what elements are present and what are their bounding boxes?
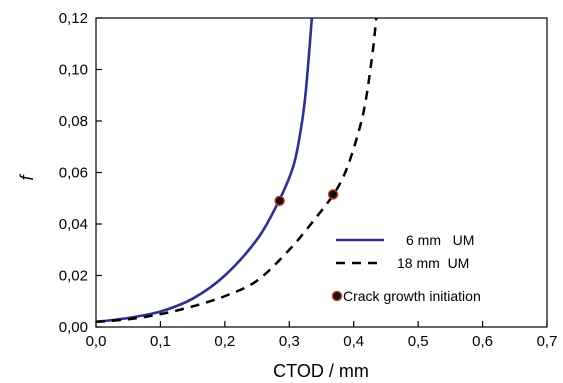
y-tick-label: 0,08 (59, 113, 88, 130)
y-tick-label: 0,10 (59, 62, 88, 79)
y-axis-title: f (17, 174, 37, 181)
y-tick-label: 0,06 (59, 165, 88, 182)
x-tick-label: 0,7 (537, 333, 558, 350)
crack-initiation-marker-1 (327, 189, 339, 200)
plot-frame (95, 17, 548, 328)
crack-initiation-marker-0 (274, 195, 285, 207)
x-tick-label: 0,3 (279, 333, 300, 350)
y-axis: 0,00 0,02 0,04 0,06 0,08 0,10 0,12 (59, 10, 102, 336)
legend-label-18mm: 18 mm UM (397, 255, 469, 271)
y-tick-label: 0,02 (59, 268, 88, 285)
x-tick-label: 0,1 (150, 333, 171, 350)
legend-label-marker: Crack growth initiation (343, 288, 481, 304)
plot-markers (274, 189, 339, 207)
y-tick-label: 0,12 (59, 10, 88, 27)
series-line-0 (95, 17, 314, 324)
x-tick-label: 0,4 (343, 333, 364, 350)
x-axis: 0,0 0,1 0,2 0,3 0,4 0,5 0,6 0,7 (86, 321, 558, 350)
x-tick-label: 0,0 (86, 333, 107, 350)
legend-marker (331, 290, 343, 302)
x-axis-title: CTOD / mm (273, 361, 369, 381)
x-tick-label: 0,6 (472, 333, 493, 350)
y-tick-label: 0,00 (59, 319, 88, 336)
x-tick-label: 0,2 (214, 333, 235, 350)
plot-series (95, 17, 378, 324)
series-line-1 (95, 17, 378, 324)
legend-label-6mm: 6 mm UM (406, 232, 474, 248)
legend: 6 mm UM 18 mm UM Crack growth initiation (331, 232, 481, 304)
y-tick-label: 0,04 (59, 216, 88, 233)
x-tick-label: 0,5 (408, 333, 429, 350)
